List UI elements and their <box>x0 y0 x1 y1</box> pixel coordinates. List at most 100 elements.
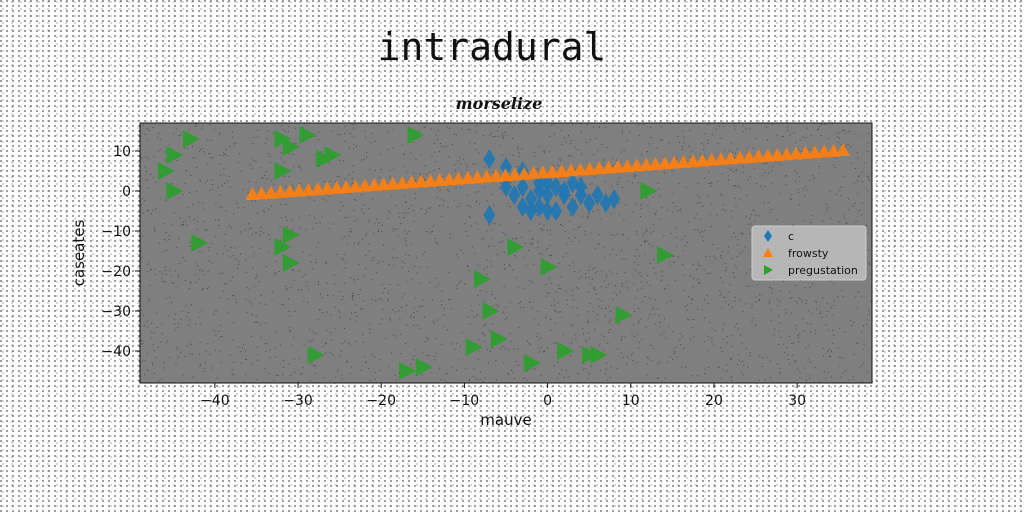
x-axis-label: mauve <box>480 411 531 429</box>
y-tick-label: −30 <box>101 304 131 320</box>
point-frowsty <box>273 184 288 198</box>
point-frowsty <box>451 171 466 185</box>
point-frowsty <box>554 163 569 177</box>
y-tick-label: 10 <box>113 144 131 160</box>
point-c <box>483 149 496 169</box>
point-frowsty <box>564 163 579 177</box>
point-frowsty <box>835 143 850 156</box>
point-pregustation <box>482 302 500 320</box>
point-c <box>524 201 537 221</box>
point-frowsty <box>732 150 747 164</box>
point-pregustation <box>615 306 633 324</box>
point-frowsty <box>460 170 475 184</box>
point-frowsty <box>507 167 522 181</box>
point-c <box>516 177 529 197</box>
point-frowsty <box>339 180 354 194</box>
point-frowsty <box>385 176 400 190</box>
point-frowsty <box>367 177 382 191</box>
point-pregustation <box>274 238 292 256</box>
point-frowsty <box>620 159 635 173</box>
x-tick-label: −30 <box>283 393 313 409</box>
point-pregustation <box>282 138 300 156</box>
point-pregustation <box>166 146 184 164</box>
point-pregustation <box>474 270 492 288</box>
point-frowsty <box>517 166 532 180</box>
point-frowsty <box>685 154 700 168</box>
point-frowsty <box>639 157 654 171</box>
legend-marker-frowsty <box>763 248 773 257</box>
point-frowsty <box>479 169 494 183</box>
point-frowsty <box>442 172 457 186</box>
point-pregustation <box>407 126 425 144</box>
point-frowsty <box>320 181 335 195</box>
point-c <box>558 181 571 201</box>
y-tick-label: −20 <box>101 264 131 280</box>
point-frowsty <box>498 168 513 182</box>
point-frowsty <box>676 154 691 168</box>
x-tick-label: −10 <box>450 393 480 409</box>
point-frowsty <box>657 156 672 170</box>
point-frowsty <box>789 146 804 160</box>
point-frowsty <box>535 165 550 179</box>
point-pregustation <box>299 126 317 144</box>
point-pregustation <box>307 346 325 364</box>
point-pregustation <box>523 354 541 372</box>
point-frowsty <box>292 183 307 197</box>
point-c <box>500 177 512 197</box>
point-frowsty <box>704 152 719 166</box>
point-frowsty <box>470 170 485 184</box>
point-pregustation <box>640 182 658 200</box>
point-frowsty <box>573 162 588 176</box>
y-axis: 10 0 −10 −20 −30 −40 <box>101 144 140 360</box>
data-marks <box>157 126 850 380</box>
point-frowsty <box>264 185 279 199</box>
legend-marker-pregustation <box>764 265 773 275</box>
point-pregustation <box>465 338 483 356</box>
plot-frame <box>139 122 873 384</box>
point-frowsty <box>751 149 766 163</box>
figure-suptitle: intradural <box>378 25 607 69</box>
y-tick-label: 0 <box>122 184 131 200</box>
point-frowsty <box>301 182 316 196</box>
point-frowsty <box>779 147 794 161</box>
y-tick-label: −40 <box>101 344 131 360</box>
legend-label-frowsty: frowsty <box>788 247 829 260</box>
point-pregustation <box>490 330 508 348</box>
x-tick-label: −20 <box>366 393 396 409</box>
point-pregustation <box>191 234 209 252</box>
y-tick-label: −10 <box>101 224 131 240</box>
point-pregustation <box>282 254 300 272</box>
point-c <box>591 185 604 205</box>
point-frowsty <box>489 168 504 182</box>
y-axis-label: caseates <box>70 220 88 287</box>
point-frowsty <box>826 143 841 157</box>
point-frowsty <box>254 186 269 200</box>
point-frowsty <box>357 178 372 192</box>
legend-box <box>751 225 867 281</box>
legend: c frowsty pregustation <box>751 225 867 281</box>
point-pregustation <box>590 346 608 364</box>
x-axis: −40 −30 −20 −10 0 10 20 30 <box>200 383 806 409</box>
point-frowsty <box>423 173 438 187</box>
point-frowsty <box>545 164 560 178</box>
axes-title: morselize <box>456 94 543 113</box>
point-c <box>583 193 596 213</box>
point-pregustation <box>182 130 200 148</box>
point-frowsty <box>817 144 832 158</box>
point-pregustation <box>657 246 675 264</box>
point-frowsty <box>807 145 822 159</box>
legend-label-c: c <box>788 230 794 243</box>
point-frowsty <box>610 159 625 173</box>
point-frowsty <box>592 161 607 175</box>
point-c <box>508 185 521 205</box>
point-frowsty <box>798 145 813 159</box>
point-pregustation <box>557 342 575 360</box>
point-frowsty <box>695 153 710 167</box>
point-frowsty <box>648 156 663 170</box>
point-frowsty <box>376 177 391 191</box>
point-pregustation <box>507 238 525 256</box>
point-pregustation <box>274 162 292 180</box>
x-tick-label: 0 <box>543 393 552 409</box>
x-tick-label: 10 <box>622 393 640 409</box>
